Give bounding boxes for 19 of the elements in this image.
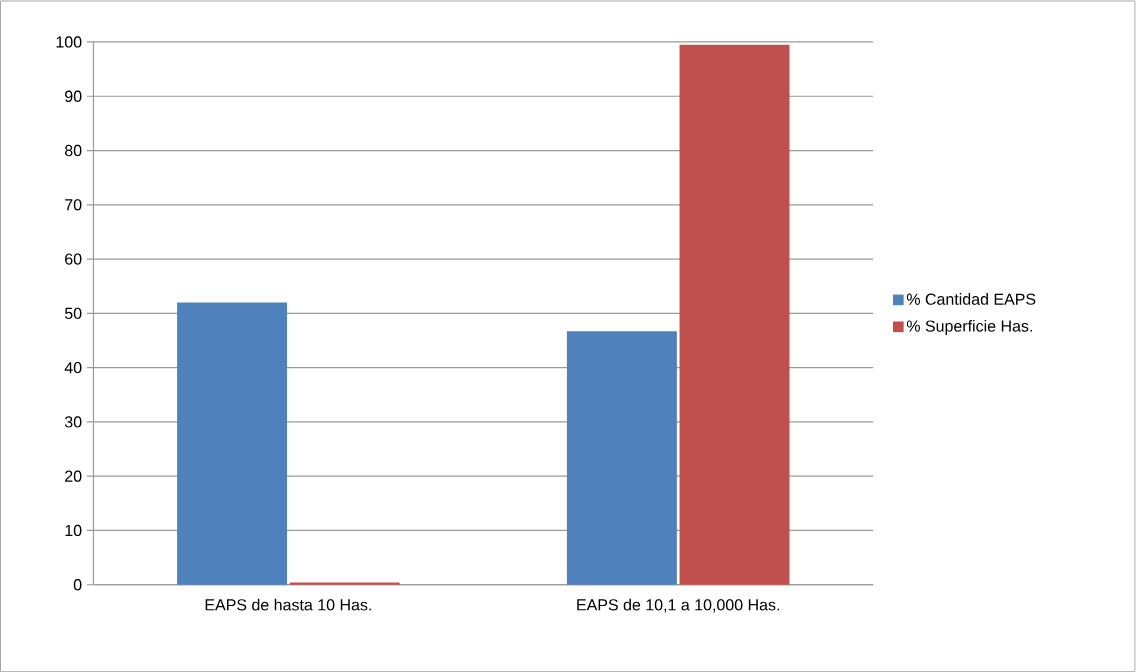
- y-tick-label: 10: [65, 524, 82, 537]
- y-tick-label: 40: [64, 361, 82, 374]
- legend-label: % Superficie Has.: [906, 319, 1032, 335]
- y-tick-label: 100: [56, 36, 82, 48]
- y-tick-label: 70: [65, 199, 82, 211]
- y-tick-label: 20: [65, 470, 82, 482]
- bar: [289, 582, 400, 585]
- y-tick-label: 0: [73, 578, 82, 591]
- bar: [679, 44, 790, 585]
- y-tick-label: 80: [64, 144, 82, 157]
- y-tick-label: 50: [64, 307, 82, 319]
- legend-label: % Cantidad EAPS: [906, 293, 1036, 305]
- y-tick-label: 60: [65, 253, 82, 265]
- x-tick-label: EAPS de hasta 10 Has.: [205, 598, 371, 611]
- y-tick-label: 90: [65, 90, 82, 102]
- bar: [177, 302, 288, 585]
- bar: [566, 331, 677, 585]
- y-tick-label: 30: [64, 416, 82, 428]
- x-tick-label: EAPS de 10,1 a 10,000 Has.: [577, 598, 779, 613]
